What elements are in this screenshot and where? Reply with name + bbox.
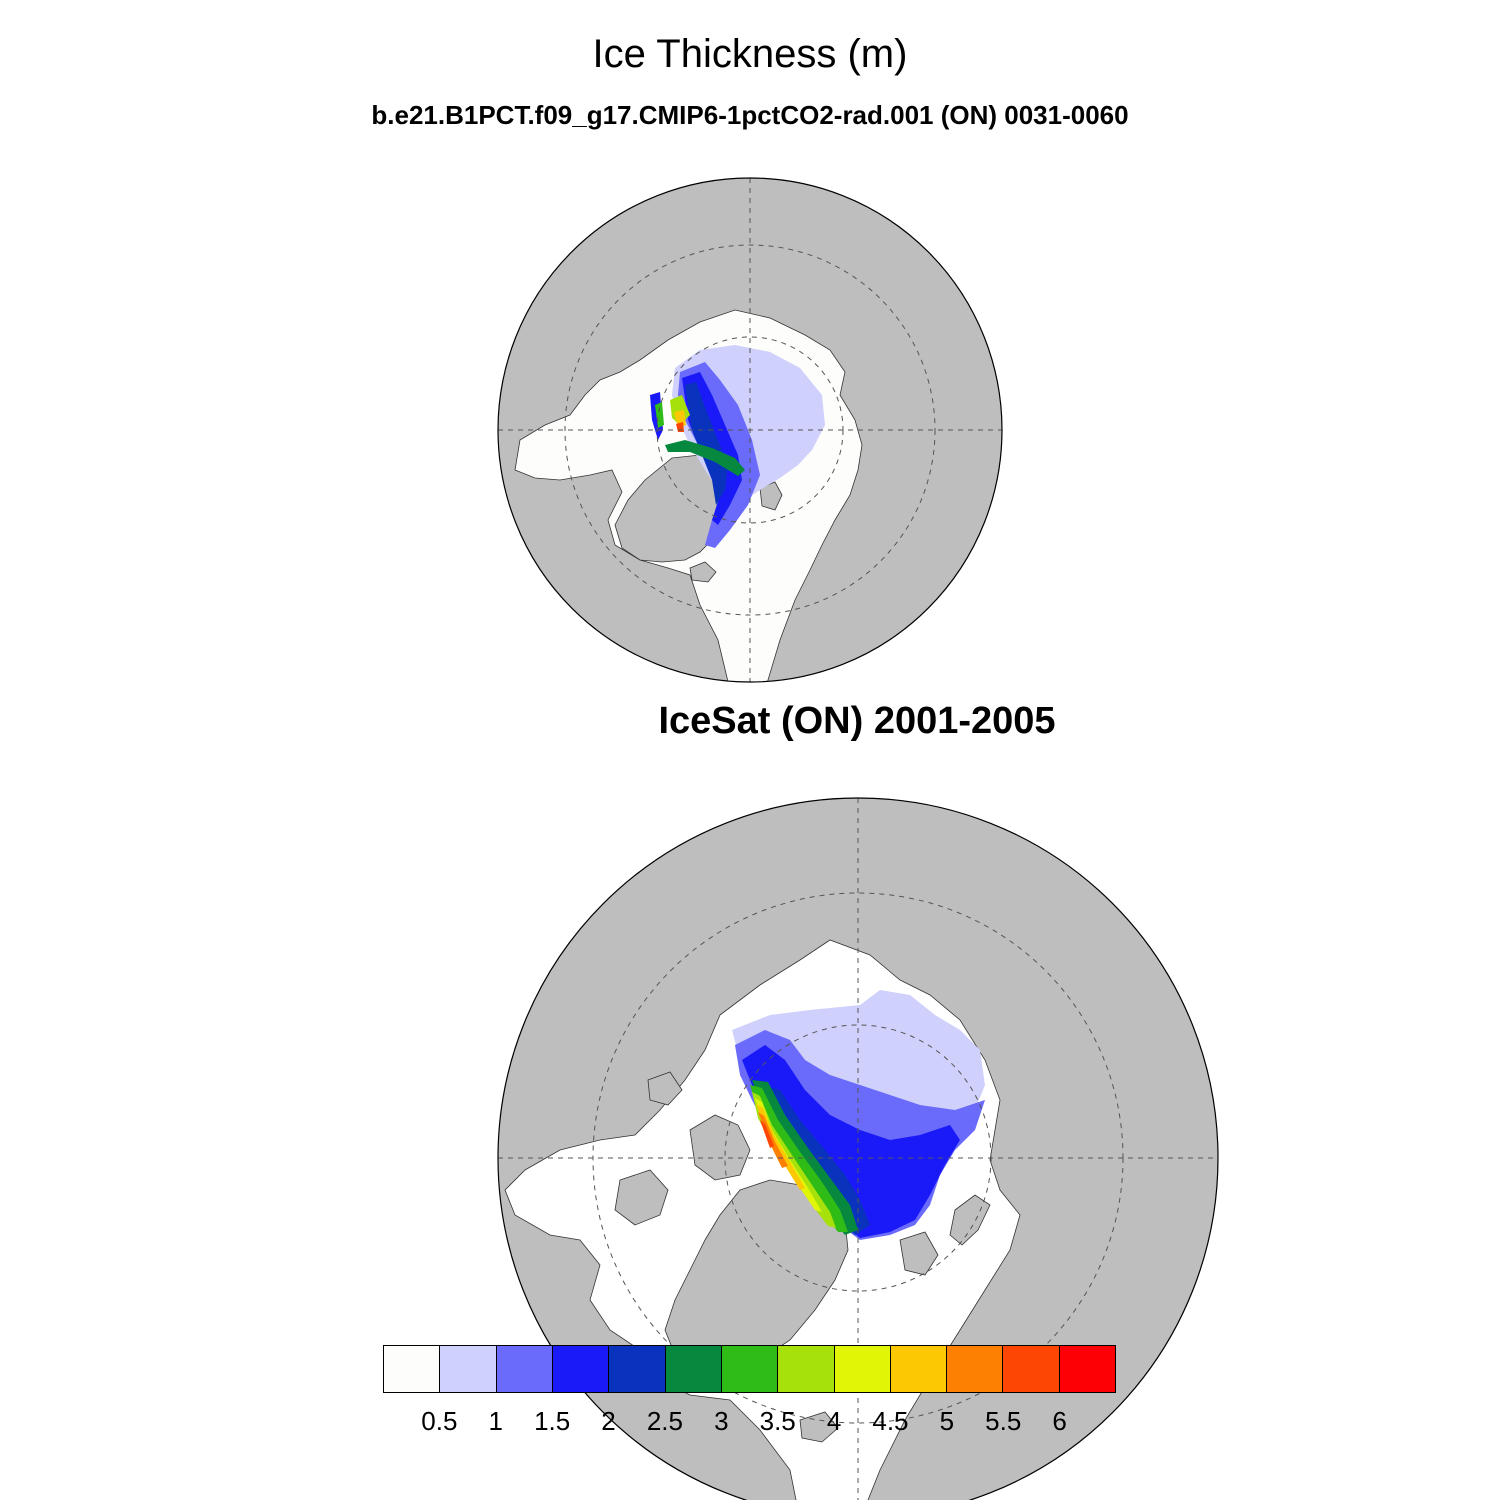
colorbar-swatch-2 [496,1346,553,1392]
map2-svalbard [899,1231,939,1276]
colorbar-swatch-11 [1003,1346,1060,1392]
map2-border [497,797,1219,1500]
model-panel-subtitle: b.e21.B1PCT.f09_g17.CMIP6-1pctCO2-rad.00… [371,100,1129,130]
map1-ice-2-2.5 [685,382,728,505]
colorbar-tick-label: 3 [714,1406,729,1436]
colorbar-swatch-10 [947,1346,1004,1392]
colorbar-swatch-1 [440,1346,497,1392]
map2-baffin [614,1169,669,1226]
map2-ellesmere [689,1114,751,1181]
colorbar-tick-label: 2 [601,1406,616,1436]
colorbar-tick-label: 4 [826,1406,842,1436]
colorbar-tick-label: 4.5 [872,1406,909,1436]
colorbar-tick-label: 1.5 [534,1406,571,1436]
figure-title: Ice Thickness (m) [592,32,908,76]
colorbar-tick-label: 2.5 [646,1406,683,1436]
map1-graticule [498,178,1002,682]
colorbar-swatch-0 [384,1346,441,1392]
map2-ice-3.5-4 [752,1092,836,1228]
colorbar-swatch-3 [552,1346,610,1392]
map2-novaya-zemlya [949,1194,991,1246]
map2-ice-5.5-6 [760,1120,774,1148]
colorbar-tick-label: 0.5 [421,1406,458,1436]
obs-polar-map [497,797,1219,1500]
colorbar-tick-label: 6 [1052,1406,1067,1436]
colorbar-swatch-7 [778,1346,835,1392]
colorbar-tick-label: 3.5 [759,1406,796,1436]
map1-svalbard [759,481,783,511]
map1-iceland [689,561,717,583]
model-polar-map [497,177,1003,683]
colorbar-tick-label: 5 [939,1406,955,1436]
colorbar-swatch-6 [721,1346,779,1392]
colorbar-tick-label: 1 [488,1406,503,1436]
colorbar-tick-label: 5.5 [985,1406,1022,1436]
colorbar-swatch-5 [665,1346,722,1392]
map2-ice-2.5-3 [752,1080,858,1235]
obs-panel-title: IceSat (ON) 2001-2005 [658,700,1056,742]
map2-iceland [799,1411,839,1443]
map2-ice-4.5-5 [756,1104,805,1190]
map2-ice-1.5-2 [742,1045,960,1238]
colorbar-swatch-8 [834,1346,891,1392]
colorbar-swatch-9 [890,1346,948,1392]
colorbar [383,1345,1116,1393]
colorbar-swatch-4 [609,1346,666,1392]
map1-border [497,177,1003,683]
map2-island-a [647,1071,683,1106]
map1-ice-channel [665,440,745,476]
colorbar-swatch-12 [1059,1346,1116,1392]
